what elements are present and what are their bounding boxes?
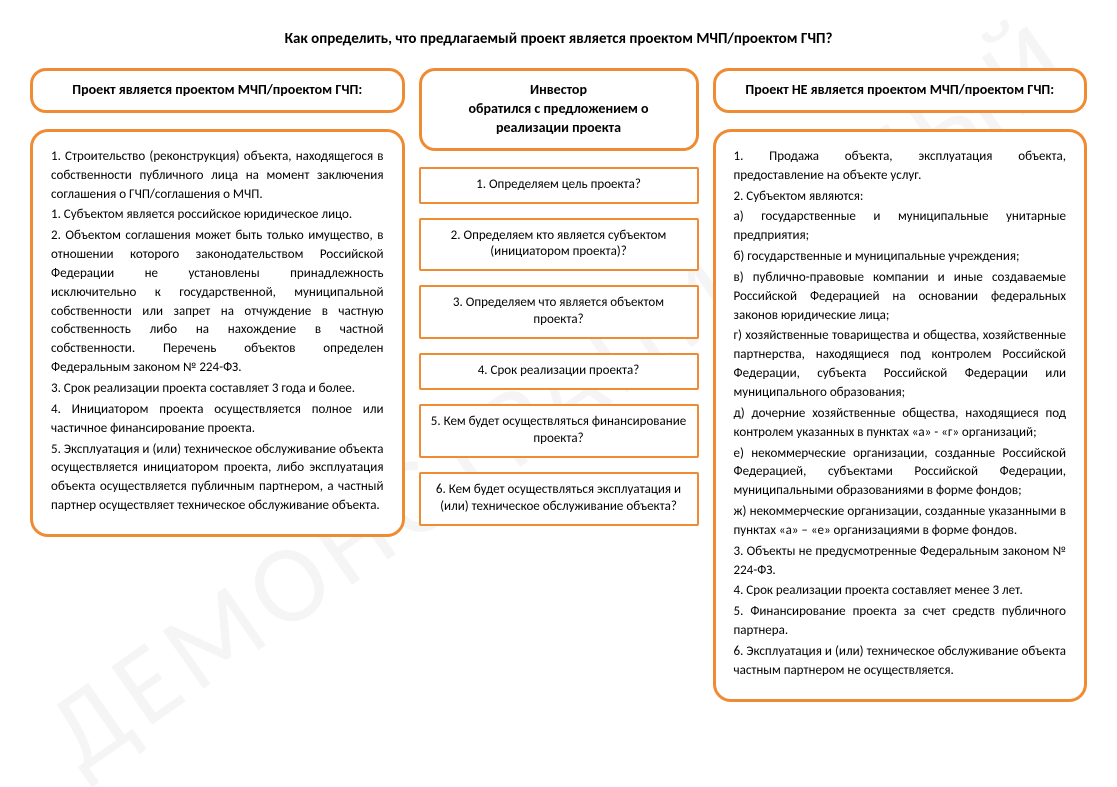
col-right: Проект НЕ является проектом МЧП/проектом… — [713, 68, 1088, 702]
step-5: 5. Кем будет осуществляться финансирован… — [419, 404, 699, 458]
middle-header: Инвесторобратился с предложением о реали… — [419, 68, 699, 151]
step-6: 6. Кем будет осуществляться эксплуатация… — [419, 472, 699, 526]
right-body: 1. Продажа объекта, эксплуатация объекта… — [713, 129, 1088, 702]
step-2: 2. Определяем кто является субъектом (ин… — [419, 218, 699, 272]
left-header: Проект является проектом МЧП/проектом ГЧ… — [30, 68, 405, 113]
right-header: Проект НЕ является проектом МЧП/проектом… — [713, 68, 1088, 113]
col-middle: Инвесторобратился с предложением о реали… — [419, 68, 699, 702]
step-4: 4. Срок реализации проекта? — [419, 353, 699, 390]
step-1: 1. Определяем цель проекта? — [419, 167, 699, 204]
col-left: Проект является проектом МЧП/проектом ГЧ… — [30, 68, 405, 702]
main-columns: Проект является проектом МЧП/проектом ГЧ… — [30, 68, 1087, 702]
page-title: Как определить, что предлагаемый проект … — [30, 30, 1087, 48]
steps-container: 1. Определяем цель проекта? 2. Определяе… — [419, 167, 699, 540]
left-body: 1. Строительство (реконструкция) объекта… — [30, 129, 405, 537]
step-3: 3. Определяем что является объектом прое… — [419, 285, 699, 339]
